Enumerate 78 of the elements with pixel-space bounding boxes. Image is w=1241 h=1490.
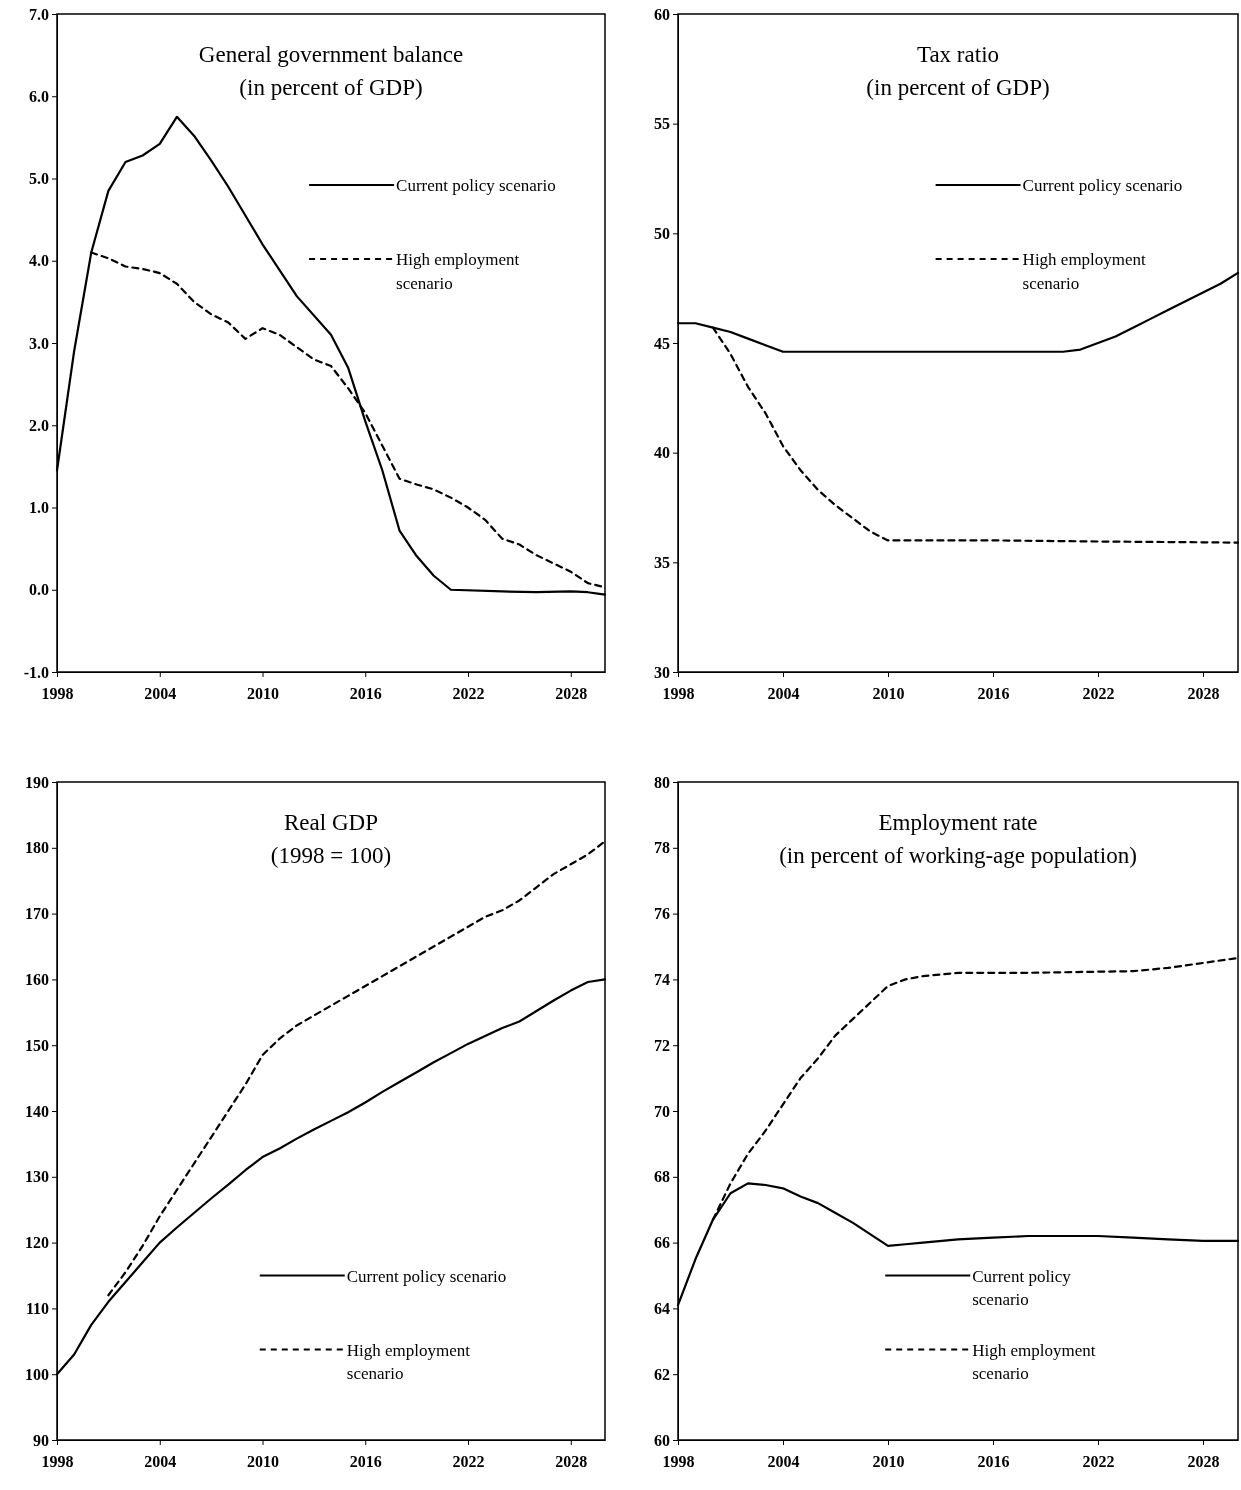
text: General government balance: [198, 42, 464, 67]
y-tick-label: 7.0: [29, 5, 49, 23]
legend-label: High employment scenario: [972, 1340, 1096, 1384]
text: (in percent of GDP): [866, 75, 1050, 101]
y-tick-label: 120: [25, 1234, 49, 1252]
y-tick-label: 68: [654, 1168, 670, 1186]
text: (in percent of working-age population): [779, 843, 1137, 869]
x-tick-label: 2004: [767, 1453, 800, 1471]
x-tick-label: 2016: [977, 1453, 1010, 1471]
y-tick-label: 62: [654, 1365, 670, 1383]
x-tick-label: 2010: [872, 685, 905, 703]
text: Real GDP: [284, 810, 378, 835]
y-tick-label: 50: [654, 224, 670, 242]
y-tick-label: 66: [654, 1234, 670, 1252]
text: (in percent of GDP): [239, 75, 423, 101]
y-tick-label: 140: [25, 1102, 49, 1120]
x-tick-label: 2022: [1082, 1453, 1115, 1471]
y-tick-label: 30: [654, 663, 670, 681]
y-tick-label: 4.0: [29, 252, 49, 270]
text: Tax ratio: [916, 42, 1000, 67]
x-tick-label: 1998: [662, 685, 695, 703]
legend-label: Current policy scenario: [396, 176, 556, 196]
x-tick-label: 2028: [555, 685, 588, 703]
x-tick-label: 2016: [977, 685, 1010, 703]
y-tick-label: 1.0: [29, 499, 49, 517]
y-tick-label: 76: [654, 905, 670, 923]
x-tick-label: 2022: [452, 685, 485, 703]
x-tick-label: 2022: [1082, 685, 1115, 703]
y-tick-label: 70: [654, 1102, 670, 1120]
text: Employment rate: [878, 810, 1038, 835]
y-tick-label: 190: [25, 773, 49, 791]
y-tick-label: 78: [654, 839, 670, 857]
x-tick-label: 2028: [555, 1453, 588, 1471]
y-tick-label: 180: [25, 839, 49, 857]
legend-label: High employment scenario: [396, 250, 520, 293]
y-tick-label: 90: [33, 1431, 49, 1449]
legend-label: High employment scenario: [346, 1340, 471, 1384]
y-tick-label: 35: [654, 553, 670, 571]
x-tick-label: 1998: [41, 1453, 74, 1471]
x-tick-label: 2028: [1187, 1453, 1220, 1471]
y-tick-label: 64: [654, 1300, 670, 1318]
y-tick-label: 130: [25, 1168, 49, 1186]
y-tick-label: 110: [25, 1300, 49, 1318]
y-tick-label: 5.0: [29, 170, 49, 188]
y-tick-label: 3.0: [29, 334, 49, 352]
x-tick-label: 1998: [41, 685, 74, 703]
x-tick-label: 2004: [767, 685, 800, 703]
legend-label: High employment scenario: [1022, 250, 1147, 293]
y-tick-label: -1.0: [23, 663, 49, 681]
y-tick-label: 72: [654, 1036, 670, 1054]
x-tick-label: 2004: [144, 685, 177, 703]
text: (1998 = 100): [270, 843, 392, 869]
y-tick-label: 150: [25, 1036, 49, 1054]
y-tick-label: 60: [654, 5, 670, 23]
y-tick-label: 170: [25, 905, 49, 923]
x-tick-label: 2004: [144, 1453, 177, 1471]
y-tick-label: 100: [25, 1365, 49, 1383]
x-tick-label: 2016: [349, 1453, 382, 1471]
y-tick-label: 2.0: [29, 416, 49, 434]
x-tick-label: 2010: [247, 1453, 279, 1471]
x-tick-label: 2010: [872, 1453, 905, 1471]
x-tick-label: 2016: [349, 685, 382, 703]
x-tick-label: 2010: [247, 685, 279, 703]
y-tick-label: 160: [25, 971, 49, 989]
y-tick-label: 6.0: [29, 87, 49, 105]
x-tick-label: 2028: [1187, 685, 1220, 703]
legend-label: Current policy scenario: [972, 1266, 1072, 1310]
y-tick-label: 74: [654, 971, 670, 989]
y-tick-label: 0.0: [29, 581, 49, 599]
y-tick-label: 45: [654, 334, 670, 352]
y-tick-label: 80: [654, 773, 670, 791]
x-tick-label: 1998: [662, 1453, 695, 1471]
y-tick-label: 40: [654, 444, 670, 462]
y-tick-label: 60: [654, 1431, 670, 1449]
x-tick-label: 2022: [452, 1453, 485, 1471]
y-tick-label: 55: [654, 115, 670, 133]
legend-label: Current policy scenario: [1022, 176, 1183, 196]
legend-label: Current policy scenario: [346, 1266, 507, 1286]
